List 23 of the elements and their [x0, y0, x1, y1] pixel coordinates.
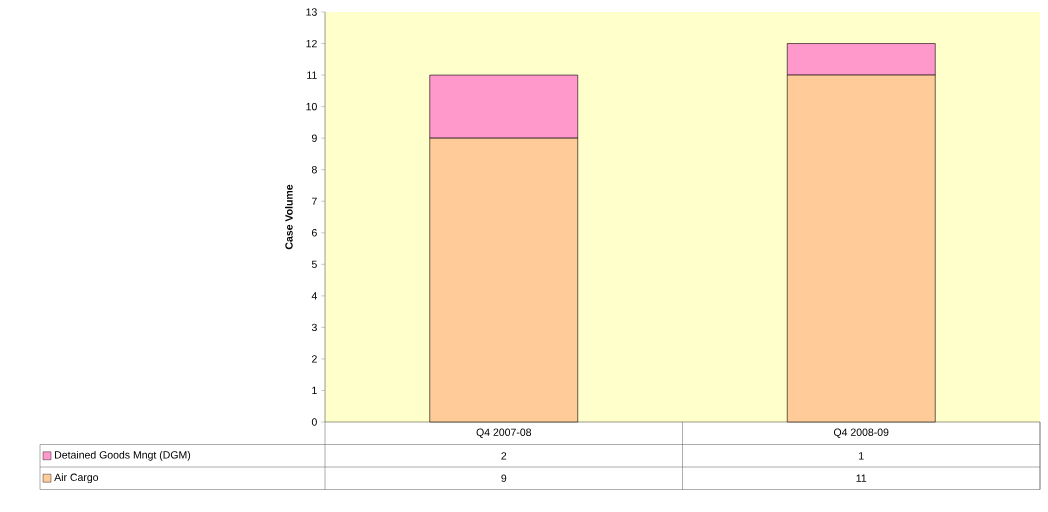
y-tick-label: 0 — [311, 418, 317, 426]
y-tick-label: 3 — [311, 323, 317, 332]
legend-label: Detained Goods Mngt (DGM) — [55, 450, 191, 461]
y-tick-label: 8 — [311, 165, 317, 174]
y-tick-label: 7 — [312, 197, 317, 205]
data-label: 9 — [501, 474, 507, 482]
y-tick-label: 9 — [311, 134, 317, 142]
y-tick-label: 13 — [306, 8, 317, 16]
x-tick-label: Q4 2008-09 — [833, 428, 889, 438]
y-tick-label: 12 — [306, 39, 317, 48]
y-tick-label: 1 — [312, 386, 317, 395]
y-tick-label: 6 — [312, 229, 317, 237]
y-tick-label: 10 — [306, 102, 317, 111]
y-tick-label: 5 — [311, 260, 317, 268]
data-label: 11 — [856, 474, 867, 482]
data-label: 1 — [859, 452, 864, 460]
data-label: 2 — [501, 452, 507, 460]
y-tick-label: 11 — [307, 71, 317, 79]
y-tick-label: 2 — [312, 355, 317, 363]
legend-label: Air Cargo — [54, 473, 99, 484]
y-tick-label: 4 — [311, 292, 317, 300]
y-axis-title: Case Volume — [285, 184, 293, 250]
x-tick-label: Q4 2007-08 — [476, 428, 532, 438]
